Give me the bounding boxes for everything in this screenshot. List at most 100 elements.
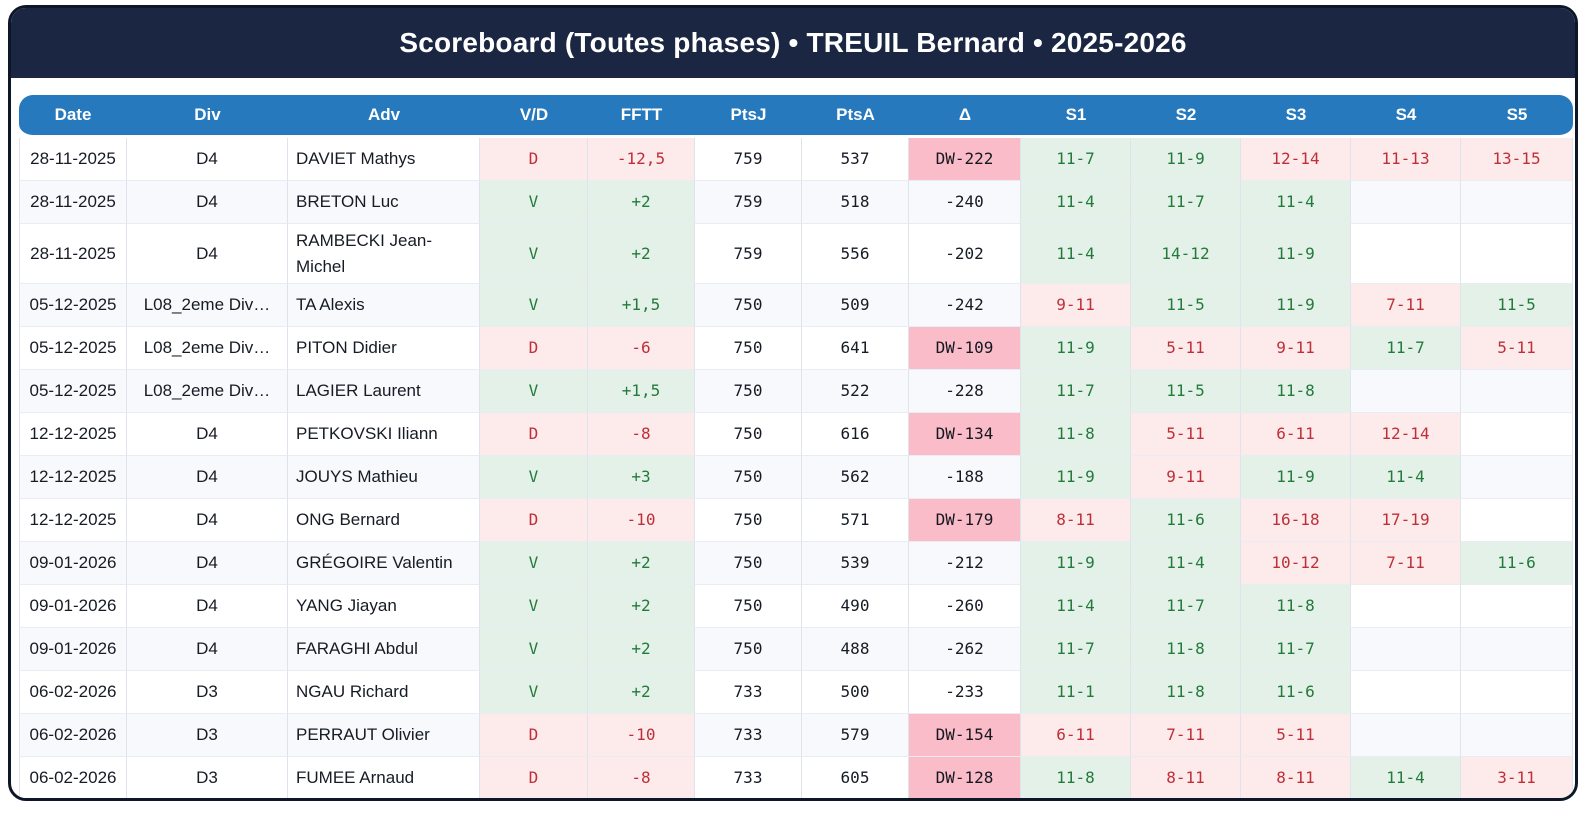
cell-ptsa: 509 [802,284,909,327]
cell-adv: LAGIER Laurent [288,370,480,413]
cell-set-1: 9-11 [1021,284,1131,327]
cell-fftt: +3 [588,456,695,499]
cell-set-1: 11-7 [1021,370,1131,413]
cell-date: 28-11-2025 [19,138,127,181]
cell-set-3: 11-4 [1241,181,1351,224]
column-header-s4: S4 [1351,95,1461,138]
cell-ptsa: 562 [802,456,909,499]
cell-ptsa: 488 [802,628,909,671]
cell-ptsj: 750 [695,413,802,456]
cell-set-5: 5-11 [1461,327,1573,370]
cell-set-5 [1461,370,1573,413]
cell-vd: D [480,499,588,542]
cell-ptsa: 490 [802,585,909,628]
cell-set-3: 9-11 [1241,327,1351,370]
cell-set-5: 13-15 [1461,138,1573,181]
cell-fftt: +1,5 [588,370,695,413]
cell-date: 12-12-2025 [19,413,127,456]
cell-set-5 [1461,585,1573,628]
table-row: 06-02-2026 D3 FUMEE Arnaud D -8 733 605 DW-128 1… [19,757,1573,798]
cell-set-4: 12-14 [1351,413,1461,456]
cell-set-4 [1351,585,1461,628]
cell-ptsa: 616 [802,413,909,456]
cell-delta: DW-154 [909,714,1021,757]
cell-div: D3 [127,757,288,798]
cell-delta: -233 [909,671,1021,714]
cell-set-2: 11-7 [1131,181,1241,224]
cell-delta: -242 [909,284,1021,327]
cell-vd: V [480,284,588,327]
cell-div: D4 [127,499,288,542]
cell-div: D4 [127,413,288,456]
cell-set-3: 5-11 [1241,714,1351,757]
cell-delta: -262 [909,628,1021,671]
cell-date: 09-01-2026 [19,585,127,628]
cell-date: 12-12-2025 [19,456,127,499]
table-row: 05-12-2025 L08_2eme Div… TA Alexis V +1,5 750… [19,284,1573,327]
cell-date: 05-12-2025 [19,284,127,327]
cell-delta: DW-222 [909,138,1021,181]
cell-delta: -240 [909,181,1021,224]
cell-set-4: 17-19 [1351,499,1461,542]
cell-adv: TA Alexis [288,284,480,327]
cell-vd: V [480,370,588,413]
cell-adv: PETKOVSKI Iliann [288,413,480,456]
cell-ptsa: 579 [802,714,909,757]
page-title: Scoreboard (Toutes phases) • TREUIL Bern… [399,27,1187,58]
cell-set-4 [1351,671,1461,714]
column-header-delta: Δ [909,95,1021,138]
cell-div: D4 [127,224,288,284]
cell-vd: D [480,327,588,370]
cell-ptsa: 537 [802,138,909,181]
cell-delta: DW-109 [909,327,1021,370]
cell-adv: FARAGHI Abdul [288,628,480,671]
cell-set-5 [1461,224,1573,284]
cell-date: 05-12-2025 [19,370,127,413]
cell-adv: FUMEE Arnaud [288,757,480,798]
cell-vd: V [480,585,588,628]
cell-set-1: 6-11 [1021,714,1131,757]
cell-set-1: 11-1 [1021,671,1131,714]
cell-set-3: 11-9 [1241,456,1351,499]
cell-ptsj: 750 [695,585,802,628]
cell-date: 05-12-2025 [19,327,127,370]
cell-ptsj: 750 [695,542,802,585]
table-row: 28-11-2025 D4 RAMBECKI Jean-Michel V +2 759 55… [19,224,1573,284]
cell-vd: V [480,224,588,284]
cell-div: D4 [127,585,288,628]
cell-set-4: 7-11 [1351,284,1461,327]
cell-date: 06-02-2026 [19,714,127,757]
cell-adv: YANG Jiayan [288,585,480,628]
cell-ptsa: 641 [802,327,909,370]
cell-set-4: 11-7 [1351,327,1461,370]
cell-div: D3 [127,671,288,714]
cell-set-3: 10-12 [1241,542,1351,585]
cell-delta: DW-128 [909,757,1021,798]
table-row: 28-11-2025 D4 DAVIET Mathys D -12,5 759 537 DW-… [19,138,1573,181]
column-header-s2: S2 [1131,95,1241,138]
cell-set-4 [1351,628,1461,671]
cell-set-5 [1461,499,1573,542]
cell-delta: -228 [909,370,1021,413]
cell-fftt: +2 [588,542,695,585]
cell-set-1: 11-9 [1021,327,1131,370]
cell-set-4: 11-13 [1351,138,1461,181]
cell-adv: NGAU Richard [288,671,480,714]
table-row: 09-01-2026 D4 YANG Jiayan V +2 750 490 -260 11-4… [19,585,1573,628]
cell-fftt: -12,5 [588,138,695,181]
cell-set-5 [1461,413,1573,456]
cell-div: D3 [127,714,288,757]
cell-vd: V [480,181,588,224]
table-header: Date Div Adv V/D FFTT PtsJ PtsA Δ S1 S2 S3 S4 S5 [19,95,1573,138]
cell-set-5 [1461,671,1573,714]
table-row: 09-01-2026 D4 GRÉGOIRE Valentin V +2 750 539 -2… [19,542,1573,585]
cell-set-2: 9-11 [1131,456,1241,499]
cell-set-2: 7-11 [1131,714,1241,757]
scoreboard-card: Scoreboard (Toutes phases) • TREUIL Bern… [8,5,1578,801]
cell-set-3: 11-9 [1241,284,1351,327]
cell-adv: RAMBECKI Jean-Michel [288,224,480,284]
cell-set-2: 11-5 [1131,284,1241,327]
cell-date: 12-12-2025 [19,499,127,542]
cell-set-5 [1461,181,1573,224]
cell-set-1: 11-9 [1021,456,1131,499]
